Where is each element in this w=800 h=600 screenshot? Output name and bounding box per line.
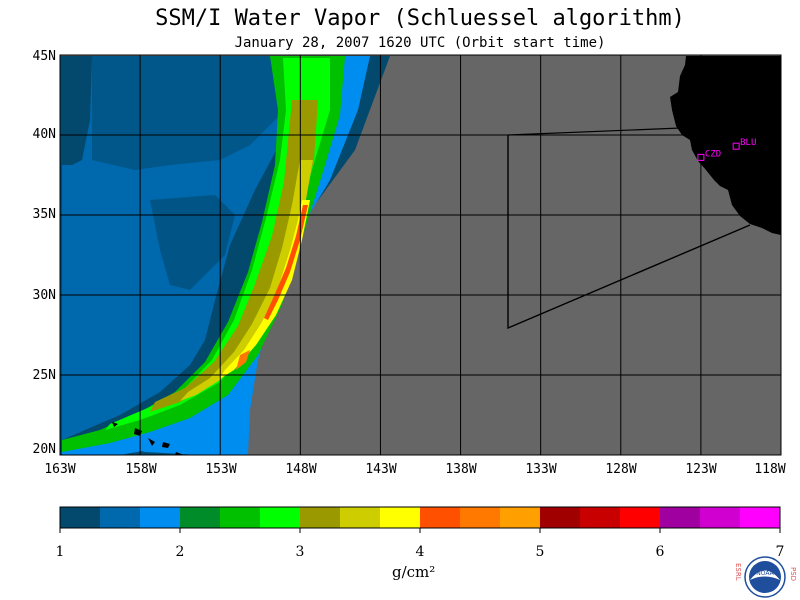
lon-label: 143W bbox=[365, 462, 397, 477]
flight-track bbox=[507, 135, 751, 330]
colorbar-swatch bbox=[660, 507, 701, 528]
colorbar-swatch bbox=[100, 507, 141, 528]
colorbar-tick-label: 4 bbox=[415, 544, 425, 560]
colorbar-swatch bbox=[260, 507, 301, 528]
station-markers: CZD BLU bbox=[697, 138, 756, 161]
flight-track-top bbox=[507, 127, 682, 136]
colorbar-swatch bbox=[500, 507, 541, 528]
colorbar-swatch bbox=[180, 507, 221, 528]
colorbar-units: g/cm² bbox=[392, 563, 436, 581]
lon-label: 128W bbox=[605, 462, 637, 477]
lon-label: 148W bbox=[285, 462, 317, 477]
lon-label: 153W bbox=[205, 462, 237, 477]
lon-label: 123W bbox=[685, 462, 717, 477]
station-marker bbox=[732, 142, 740, 150]
moisture-plume bbox=[62, 56, 345, 452]
colorbar-swatch bbox=[620, 507, 661, 528]
lon-label: 133W bbox=[525, 462, 557, 477]
colorbar-swatch bbox=[420, 507, 461, 528]
station-label: BLU bbox=[740, 138, 756, 148]
map-title: SSM/I Water Vapor (Schluessel algorithm) bbox=[155, 6, 685, 31]
colorbar-swatch bbox=[460, 507, 501, 528]
colorbar-swatch bbox=[60, 507, 101, 528]
lat-label: 30N bbox=[32, 288, 56, 303]
colorbar-swatch bbox=[340, 507, 381, 528]
noaa-logo-center-text: NOAA bbox=[756, 570, 774, 577]
colorbar-tick-label: 1 bbox=[55, 544, 65, 560]
colorbar-tick-label: 6 bbox=[655, 544, 665, 560]
esrl-logo-text: ESRL bbox=[734, 563, 742, 581]
colorbar-swatch bbox=[740, 507, 781, 528]
colorbar-tick-label: 3 bbox=[295, 544, 305, 560]
colorbar-swatch bbox=[580, 507, 621, 528]
colorbar-tick-label: 7 bbox=[775, 544, 785, 560]
lon-label: 158W bbox=[125, 462, 157, 477]
colorbar-swatch bbox=[300, 507, 341, 528]
colorbar-swatch bbox=[700, 507, 741, 528]
lat-label: 25N bbox=[32, 368, 56, 383]
colorbar-tick-label: 5 bbox=[535, 544, 545, 560]
lat-label: 35N bbox=[32, 207, 56, 222]
california-land bbox=[670, 56, 781, 235]
psd-logo-text: PSD bbox=[789, 567, 797, 581]
colorbar-swatch bbox=[380, 507, 421, 528]
map-subtitle: January 28, 2007 1620 UTC (Orbit start t… bbox=[234, 35, 606, 51]
lon-label: 163W bbox=[44, 462, 76, 477]
hawaii-islands bbox=[112, 422, 184, 455]
colorbar-swatch bbox=[140, 507, 181, 528]
lon-label: 138W bbox=[445, 462, 477, 477]
lon-label: 118W bbox=[754, 462, 786, 477]
station-marker bbox=[697, 153, 705, 161]
noaa-logo: NOAA ESRL PSD bbox=[734, 556, 797, 598]
plot-frame bbox=[59, 54, 782, 456]
colorbar-tick-label: 2 bbox=[175, 544, 185, 560]
graticule bbox=[60, 55, 781, 455]
station-label: CZD bbox=[705, 149, 721, 159]
lat-label: 20N bbox=[32, 442, 56, 457]
lat-label: 40N bbox=[32, 127, 56, 142]
colorbar-swatch bbox=[220, 507, 261, 528]
colorbar bbox=[59, 506, 781, 533]
lat-label: 45N bbox=[32, 49, 56, 64]
colorbar-swatch bbox=[540, 507, 581, 528]
